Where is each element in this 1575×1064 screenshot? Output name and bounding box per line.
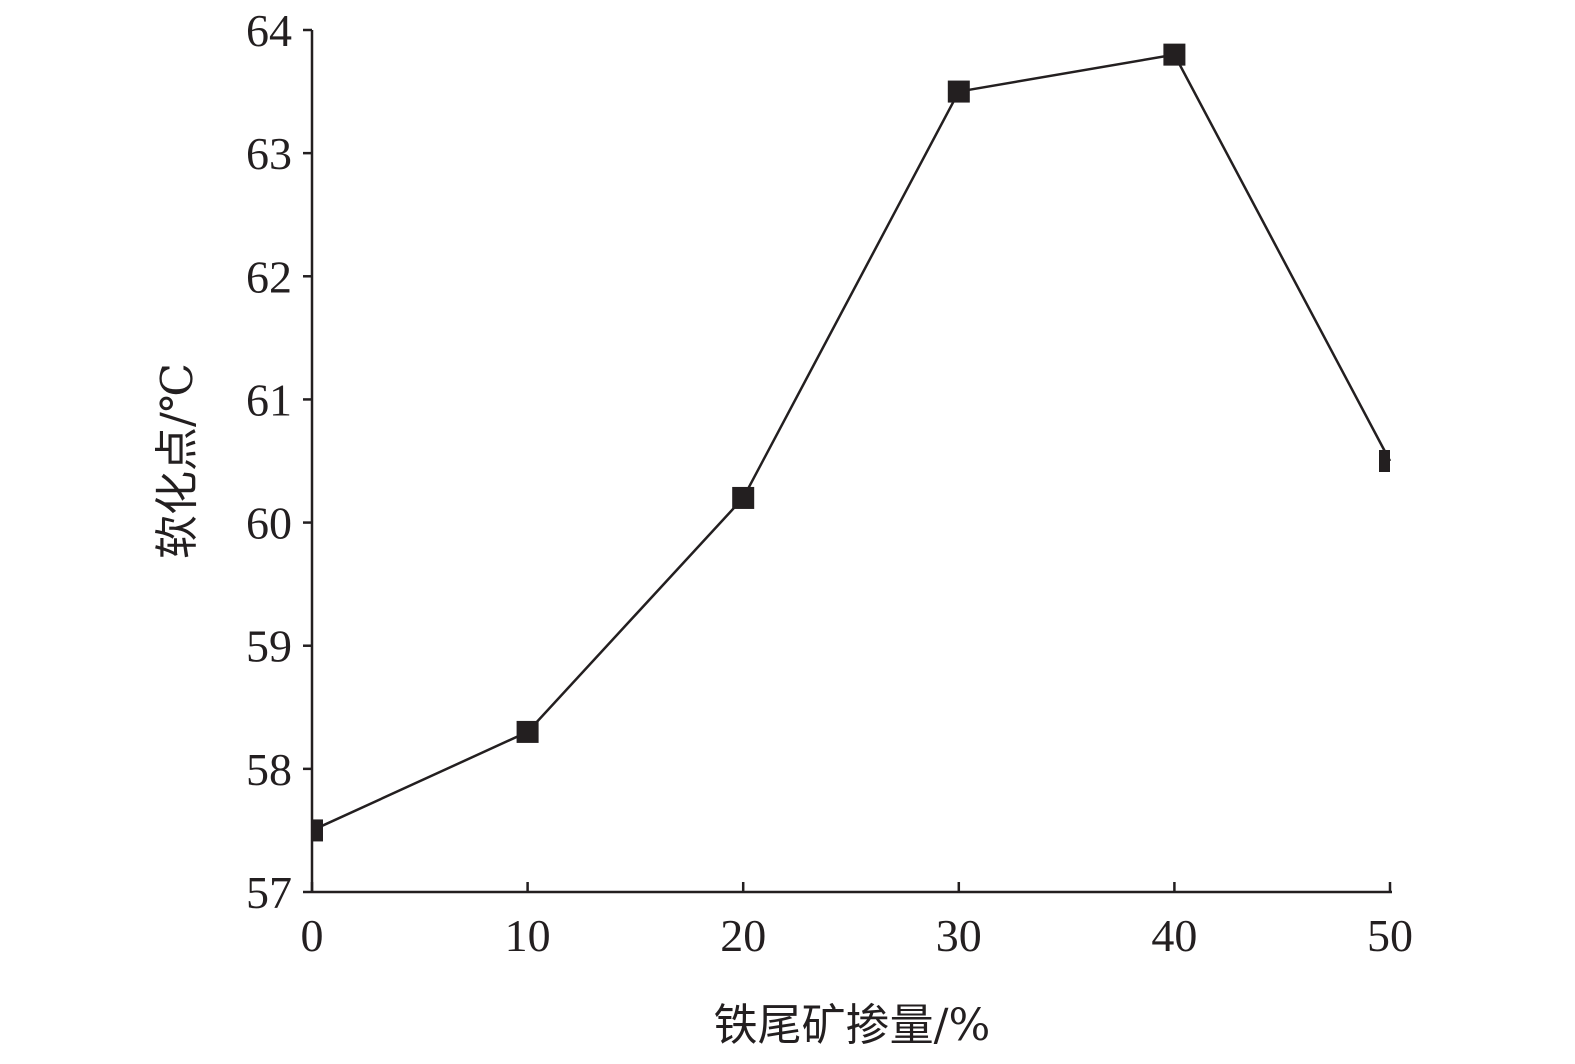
y-tick-label: 63: [246, 128, 292, 179]
series-group: [311, 43, 1392, 842]
series-line: [311, 53, 1392, 832]
y-tick-label: 60: [246, 498, 292, 549]
y-tick-label: 64: [246, 5, 292, 56]
x-tick-label: 0: [301, 910, 324, 961]
data-point-marker: [516, 720, 539, 743]
y-tick-label: 57: [246, 867, 292, 918]
x-axis-title: 铁尾矿掺量/%: [714, 1000, 991, 1051]
y-ticks: 57 58 59 60 61 62 63 64: [246, 5, 312, 918]
x-tick-label: 10: [505, 910, 551, 961]
data-point-marker: [947, 80, 970, 103]
data-point-marker: [1163, 43, 1186, 66]
y-tick-label: 61: [246, 374, 292, 425]
x-ticks: 0 10 20 30 40 50: [301, 882, 1413, 961]
y-axis-title: 软化点/℃: [152, 363, 203, 559]
x-tick-label: 40: [1151, 910, 1197, 961]
y-tick-label: 59: [246, 621, 292, 672]
axes: [310, 30, 1392, 894]
y-tick-label: 62: [246, 251, 292, 302]
x-tick-label: 30: [936, 910, 982, 961]
x-tick-label: 20: [720, 910, 766, 961]
y-tick-label: 58: [246, 744, 292, 795]
x-tick-label: 50: [1367, 910, 1413, 961]
data-point-marker: [1379, 450, 1390, 472]
data-point-marker: [312, 819, 323, 842]
data-point-marker: [732, 486, 755, 509]
